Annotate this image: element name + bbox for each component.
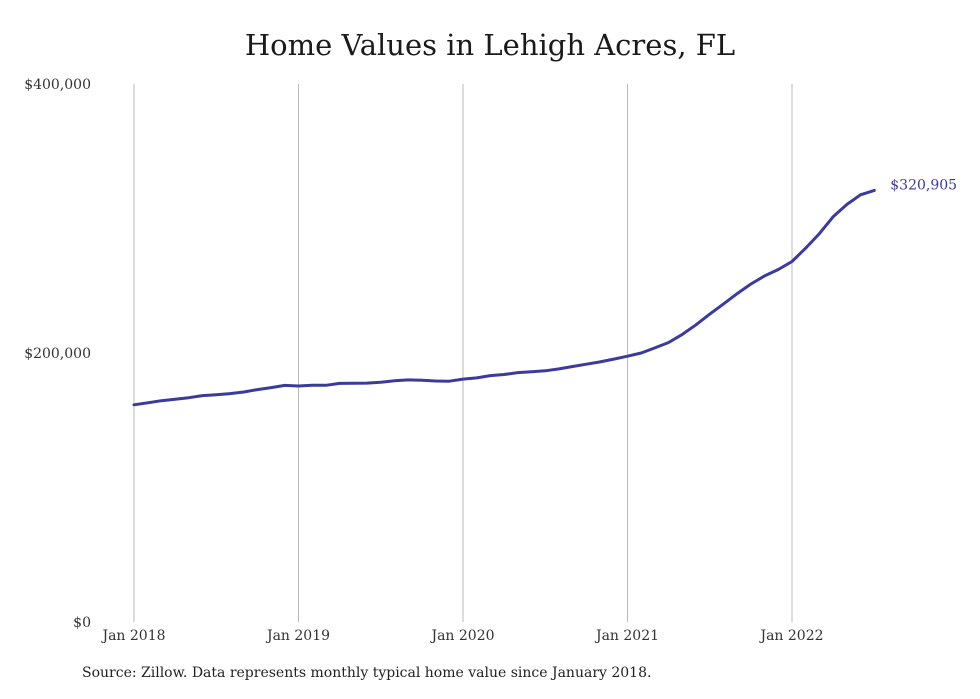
y-tick-label: $200,000	[24, 346, 91, 362]
x-tick-label: Jan 2020	[429, 628, 494, 644]
y-tick-label: $0	[73, 615, 91, 631]
end-value-label: $320,905	[890, 177, 957, 193]
source-note: Source: Zillow. Data represents monthly …	[82, 665, 652, 681]
series-layer: $320,905	[132, 177, 957, 407]
x-tick-label: Jan 2019	[265, 628, 330, 644]
y-tick-label: $400,000	[24, 77, 91, 93]
x-tick-label: Jan 2018	[100, 628, 165, 644]
x-tick-label: Jan 2022	[758, 628, 823, 644]
y-axis-ticks: $0 $200,000 $400,000	[24, 77, 91, 631]
series-line	[132, 188, 876, 407]
chart-title: Home Values in Lehigh Acres, FL	[244, 28, 736, 62]
grid-lines	[133, 84, 793, 622]
x-axis-ticks: Jan 2018 Jan 2019 Jan 2020 Jan 2021 Jan 2022	[100, 628, 823, 644]
x-tick-label: Jan 2021	[594, 628, 659, 644]
